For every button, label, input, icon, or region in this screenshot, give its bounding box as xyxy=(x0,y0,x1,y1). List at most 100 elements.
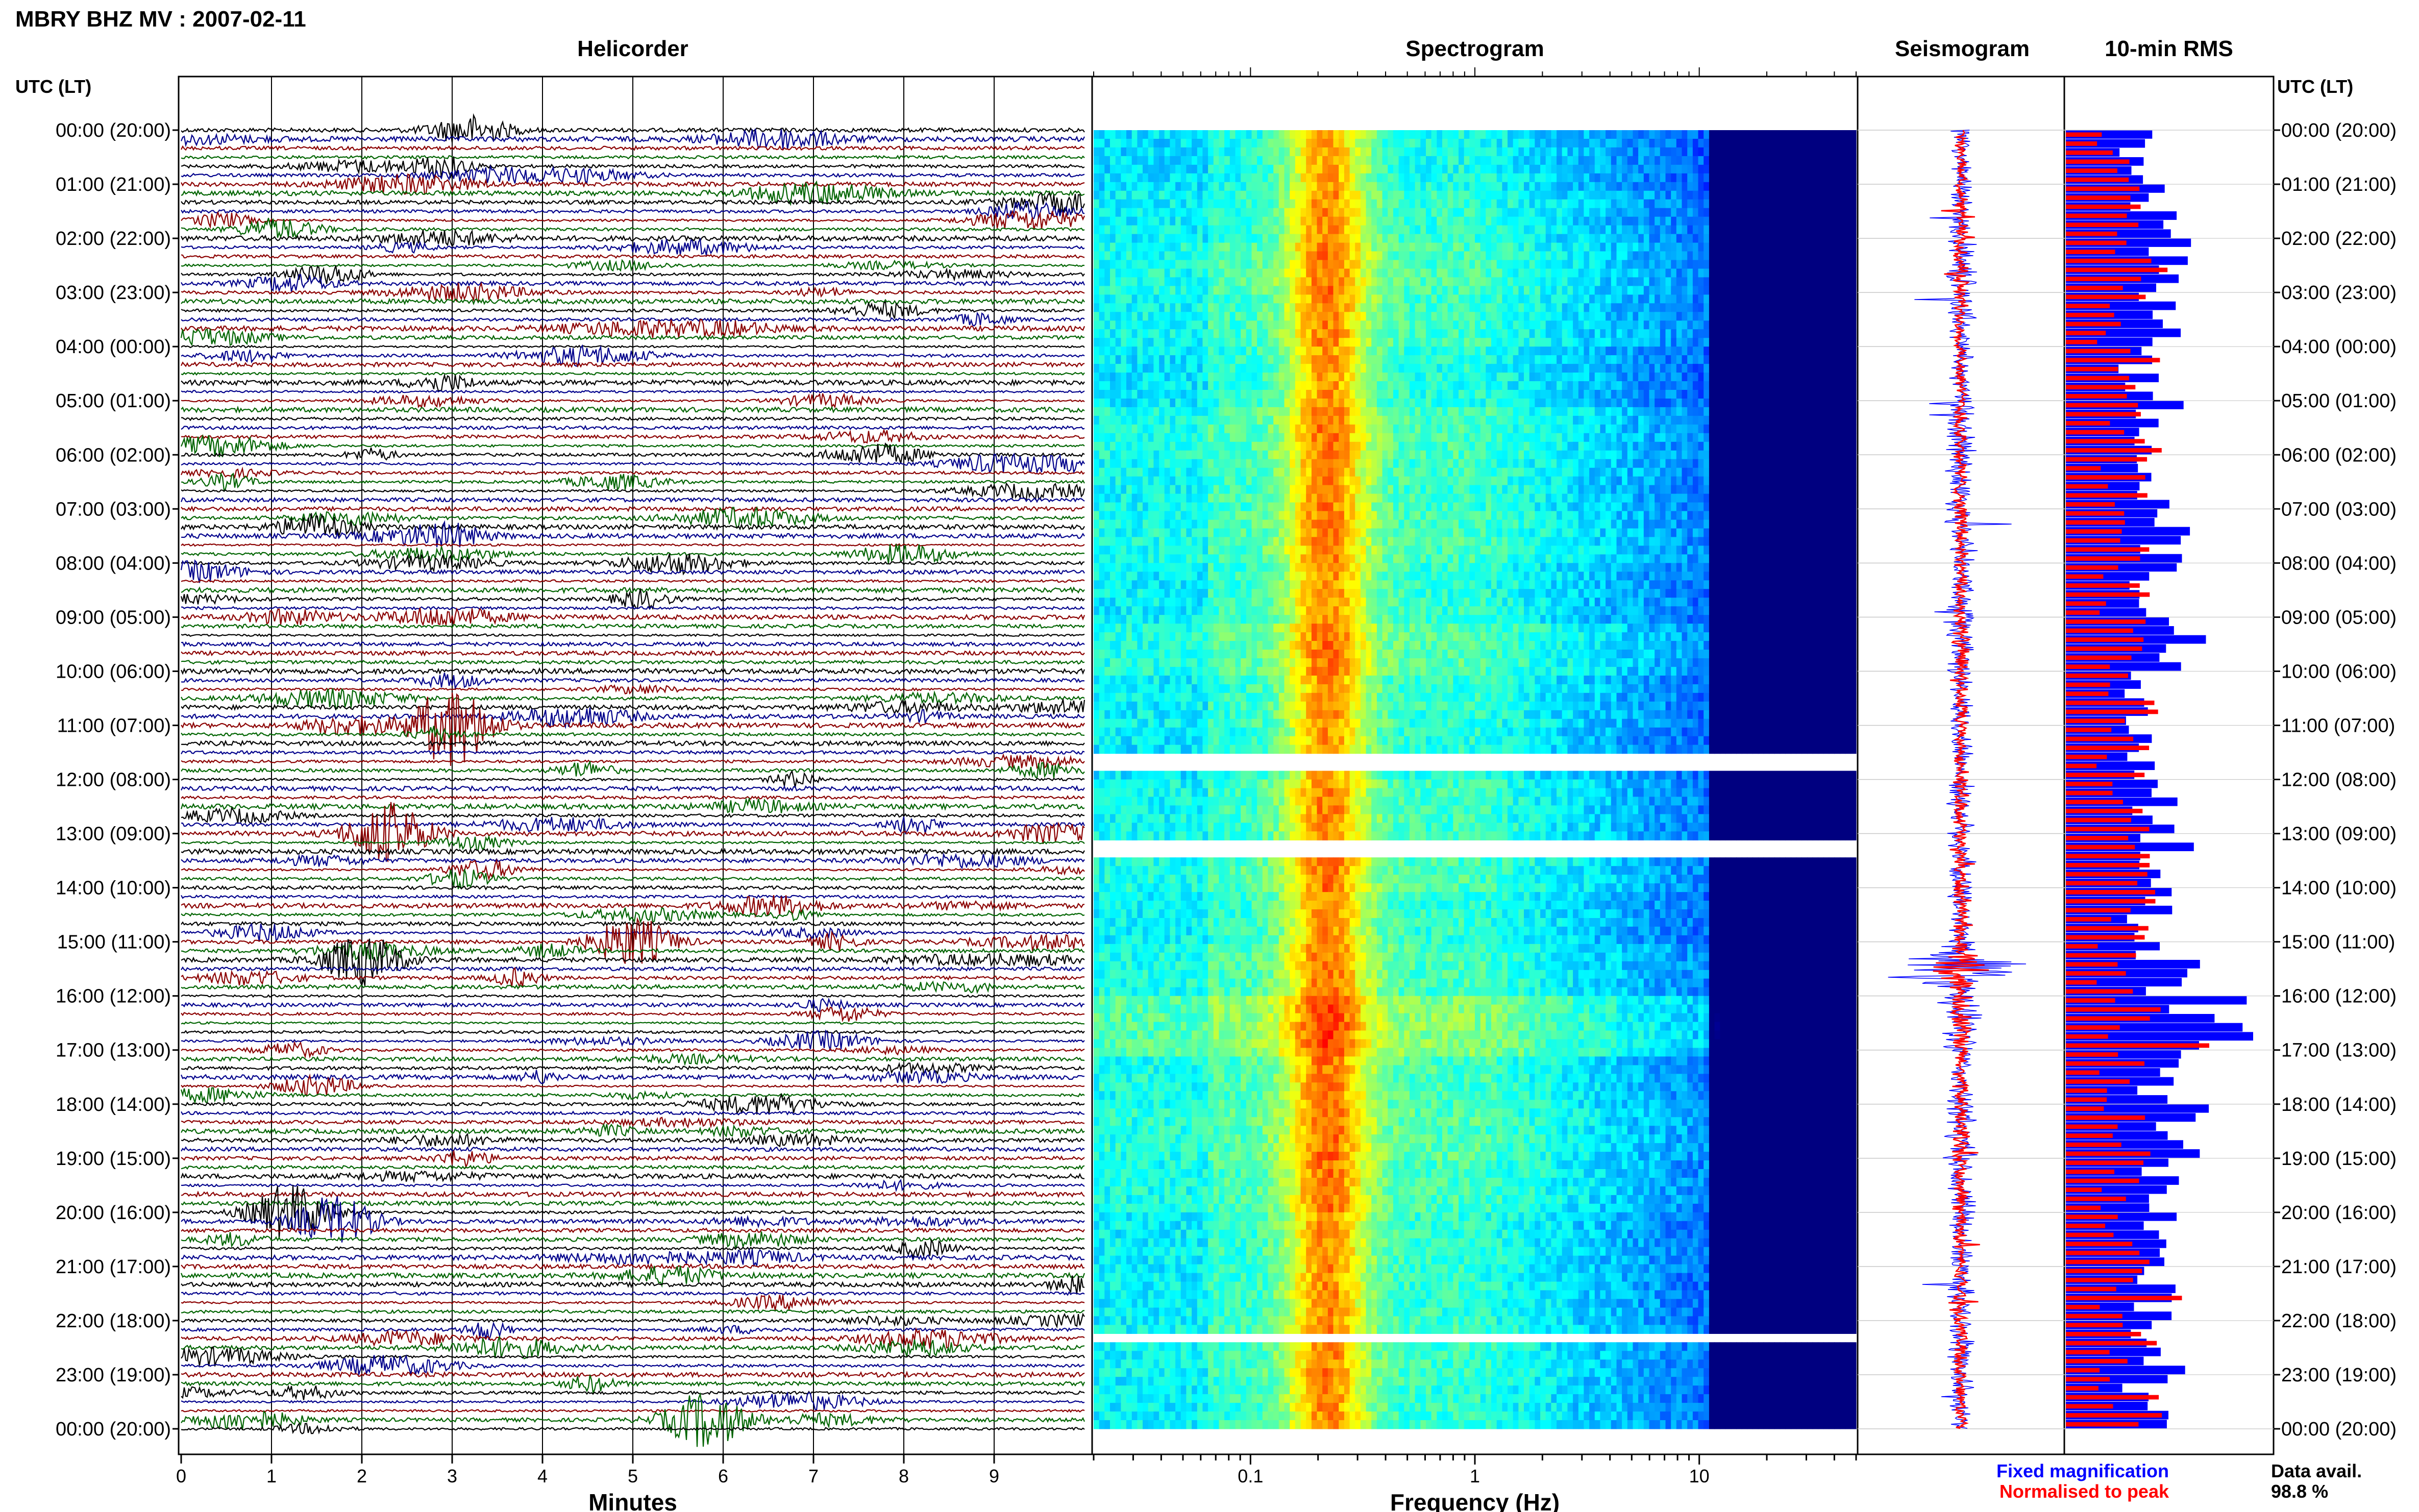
spectrogram-cell xyxy=(1104,147,1110,157)
spectrogram-cell xyxy=(1230,147,1236,157)
spectrogram-cell xyxy=(1219,130,1224,139)
spectrogram-cell xyxy=(1377,156,1383,165)
spectrogram-cell xyxy=(1453,165,1459,174)
spectrogram-cell xyxy=(1513,139,1519,148)
spectrogram-cell xyxy=(1704,156,1709,165)
spectrogram-cell xyxy=(1442,173,1448,183)
spectrogram-cell xyxy=(1491,130,1497,139)
spectrogram-cell xyxy=(1448,147,1453,157)
spectrogram-cell xyxy=(1116,165,1121,174)
spectrogram-cell xyxy=(1404,130,1410,139)
spectrogram-cell xyxy=(1355,139,1361,148)
spectrogram-cell xyxy=(1426,182,1431,191)
spectrogram-cell xyxy=(1720,156,1725,165)
spectrogram-cell xyxy=(1252,130,1257,139)
spectrogram-cell xyxy=(1508,182,1513,191)
spectrogram-cell xyxy=(1649,156,1655,165)
spectrogram-cell xyxy=(1317,165,1323,174)
spectrogram-cell xyxy=(1202,147,1208,157)
spectrogram-cell xyxy=(1153,130,1159,139)
spectrogram-cell xyxy=(1219,173,1224,183)
spectrogram-cell xyxy=(1752,156,1758,165)
spectrogram-cell xyxy=(1573,173,1578,183)
spectrogram-cell xyxy=(1589,165,1595,174)
spectrogram-cell xyxy=(1197,173,1203,183)
spectrogram-cell xyxy=(1774,182,1780,191)
spectrogram-cell xyxy=(1355,182,1361,191)
spectrogram-cell xyxy=(1595,147,1600,157)
spectrogram-cell xyxy=(1317,173,1323,183)
spectrogram-cell xyxy=(1219,156,1224,165)
spectrogram-cell xyxy=(1671,139,1676,148)
spectrogram-cell xyxy=(1725,139,1731,148)
spectrogram-cell xyxy=(1796,130,1802,139)
spectrogram-cell xyxy=(1644,182,1649,191)
spectrogram-cell xyxy=(1644,165,1649,174)
spectrogram-cell xyxy=(1459,165,1464,174)
spectrogram-cell xyxy=(1148,147,1154,157)
spectrogram-cell xyxy=(1850,156,1856,165)
spectrogram-cell xyxy=(1165,182,1170,191)
spectrogram-cell xyxy=(1263,182,1268,191)
spectrogram-cell xyxy=(1584,139,1589,148)
spectrogram-cell xyxy=(1475,147,1480,157)
spectrogram-cell xyxy=(1285,147,1290,157)
spectrogram-cell xyxy=(1546,147,1551,157)
spectrogram-cell xyxy=(1736,139,1742,148)
spectrogram-cell xyxy=(1720,130,1725,139)
spectrogram-cell xyxy=(1224,130,1230,139)
spectrogram-cell xyxy=(1388,191,1393,200)
spectrogram-cell xyxy=(1720,182,1725,191)
spectrogram-cell xyxy=(1121,191,1126,200)
spectrogram-cell xyxy=(1350,173,1355,183)
spectrogram-cell xyxy=(1742,173,1747,183)
spectrogram-cell xyxy=(1649,182,1655,191)
spectrogram-cell xyxy=(1246,139,1252,148)
spectrogram-cell xyxy=(1715,130,1720,139)
spectrogram-cell xyxy=(1764,156,1769,165)
spectrogram-cell xyxy=(1611,130,1617,139)
spectrogram-cell xyxy=(1175,173,1181,183)
spectrogram-cell xyxy=(1752,182,1758,191)
spectrogram-cell xyxy=(1791,130,1796,139)
spectrogram-cell xyxy=(1813,182,1818,191)
spectrogram-cell xyxy=(1224,156,1230,165)
spectrogram-cell xyxy=(1099,156,1105,165)
spectrogram-cell xyxy=(1290,147,1295,157)
spectrogram-cell xyxy=(1099,165,1105,174)
spectrogram-cell xyxy=(1508,147,1513,157)
spectrogram-cell xyxy=(1780,130,1786,139)
spectrogram-cell xyxy=(1649,165,1655,174)
spectrogram-cell xyxy=(1704,165,1709,174)
spectrogram-cell xyxy=(1268,156,1274,165)
spectrogram-cell xyxy=(1774,139,1780,148)
spectrogram-cell xyxy=(1747,173,1753,183)
spectrogram-cell xyxy=(1170,182,1175,191)
spectrogram-cell xyxy=(1491,156,1497,165)
spectrogram-cell xyxy=(1709,147,1715,157)
helicorder-x-tick-label: 3 xyxy=(447,1466,457,1486)
spectrogram-cell xyxy=(1660,139,1666,148)
spectrogram-cell xyxy=(1464,139,1470,148)
spectrogram-cell xyxy=(1279,156,1285,165)
spectrogram-cell xyxy=(1633,139,1639,148)
spectrogram-cell xyxy=(1644,173,1649,183)
spectrogram-cell xyxy=(1600,139,1606,148)
spectrogram-cell xyxy=(1252,139,1257,148)
spectrogram-cell xyxy=(1334,147,1339,157)
spectrogram-cell xyxy=(1399,156,1404,165)
spectrogram-cell xyxy=(1094,173,1099,183)
spectrogram-cell xyxy=(1431,191,1437,200)
spectrogram-cell xyxy=(1567,173,1573,183)
spectrogram-cell xyxy=(1638,130,1644,139)
spectrogram-cell xyxy=(1807,130,1813,139)
spectrogram-cell xyxy=(1546,182,1551,191)
spectrogram-cell xyxy=(1725,156,1731,165)
spectrogram-cell xyxy=(1099,139,1105,148)
spectrogram-cell xyxy=(1758,156,1764,165)
spectrogram-cell xyxy=(1693,182,1698,191)
spectrogram-cell xyxy=(1431,165,1437,174)
spectrogram-cell xyxy=(1655,165,1660,174)
spectrogram-cell xyxy=(1241,130,1246,139)
spectrogram-cell xyxy=(1322,191,1328,200)
